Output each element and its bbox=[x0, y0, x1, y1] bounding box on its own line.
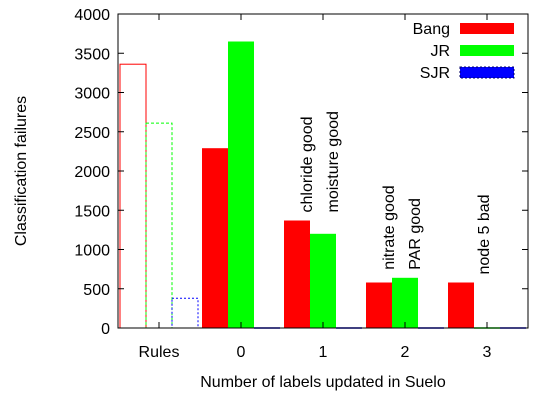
y-tick-label-500: 500 bbox=[83, 282, 110, 299]
legend-swatch-jr bbox=[460, 45, 514, 56]
bar-bang-0 bbox=[202, 148, 228, 328]
y-tick-label-0: 0 bbox=[101, 321, 110, 338]
y-tick-label-2500: 2500 bbox=[74, 125, 110, 142]
y-axis-title: Classification failures bbox=[13, 96, 30, 246]
bar-bang-2 bbox=[366, 282, 392, 328]
legend-swatch-bang bbox=[460, 23, 514, 34]
x-tick-label-rules: Rules bbox=[139, 344, 180, 361]
annotation-1-line-2: moisture good bbox=[325, 111, 342, 212]
x-tick-label-1: 1 bbox=[319, 344, 328, 361]
legend-swatch-sjr bbox=[459, 66, 515, 79]
bar-sjr-rules bbox=[171, 297, 199, 329]
bar-jr-1 bbox=[310, 233, 336, 328]
legend-label-bang: Bang bbox=[413, 21, 450, 38]
annotation-2-line-2: PAR good bbox=[407, 198, 424, 270]
bar-bang-3 bbox=[448, 282, 474, 328]
y-tick-label-3500: 3500 bbox=[74, 46, 110, 63]
y-tick-label-1000: 1000 bbox=[74, 243, 110, 260]
bar-bang-1 bbox=[284, 220, 310, 328]
legend-label-jr: JR bbox=[430, 43, 450, 60]
legend-label-sjr: SJR bbox=[420, 65, 450, 82]
x-axis-title: Number of labels updated in Suelo bbox=[200, 374, 446, 391]
x-tick-label-2: 2 bbox=[401, 344, 410, 361]
bar-jr-0 bbox=[228, 41, 254, 328]
bar-jr-2 bbox=[392, 277, 418, 328]
y-tick-label-4000: 4000 bbox=[74, 7, 110, 24]
bar-jr-rules bbox=[145, 122, 173, 329]
y-tick-label-3000: 3000 bbox=[74, 86, 110, 103]
annotation-2-line-1: nitrate good bbox=[381, 185, 398, 270]
y-tick-label-2000: 2000 bbox=[74, 164, 110, 181]
x-tick-label-3: 3 bbox=[483, 344, 492, 361]
y-tick-label-1500: 1500 bbox=[74, 203, 110, 220]
annotation-3-line-1: node 5 bad bbox=[476, 194, 493, 274]
x-tick-label-0: 0 bbox=[237, 344, 246, 361]
annotation-1-line-1: chloride good bbox=[299, 116, 316, 212]
